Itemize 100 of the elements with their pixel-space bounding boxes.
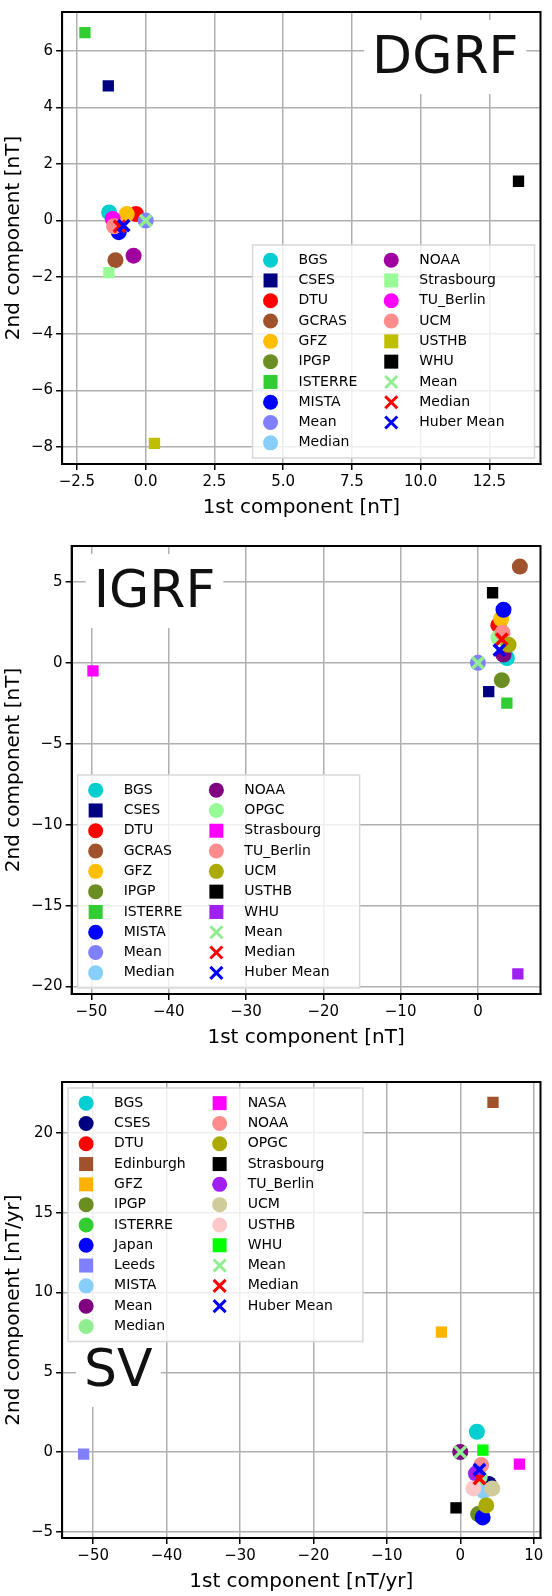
x-tick-label: 10.0	[403, 471, 438, 490]
x-tick-label: −20	[297, 1545, 330, 1564]
point	[102, 80, 114, 92]
x-tick-label: −2.5	[58, 471, 96, 490]
legend-label: CSES	[123, 801, 161, 818]
x-tick-label: −50	[77, 1545, 109, 1564]
legend-label: Mean	[247, 1256, 286, 1273]
point	[513, 1458, 526, 1470]
legend-label: Median	[244, 943, 296, 960]
y-tick-label: 10	[34, 1282, 54, 1301]
point	[511, 558, 528, 575]
legend-label: Mean	[114, 1296, 153, 1313]
legend-label: NOAA	[244, 780, 286, 797]
point	[148, 437, 161, 449]
legend-label: Huber Mean	[419, 413, 505, 430]
legend-label: NASA	[247, 1093, 287, 1110]
x-tick-label: 0.0	[133, 471, 158, 490]
legend-label: IPGP	[114, 1195, 146, 1212]
legend-label: DTU	[123, 821, 154, 838]
y-tick-label: 0	[53, 652, 63, 671]
y-tick-label: 6	[43, 40, 54, 59]
point	[501, 697, 513, 709]
y-tick-label: −4	[30, 323, 54, 342]
legend-label: WHU	[247, 1235, 283, 1252]
legend-label: ISTERRE	[298, 372, 358, 389]
y-tick-label: −8	[30, 436, 54, 455]
x-tick-label: −20	[307, 1001, 340, 1020]
legend-label: UCM	[247, 1195, 280, 1212]
legend-label: Mean	[123, 943, 162, 960]
point	[435, 1326, 448, 1338]
point	[87, 665, 99, 677]
point	[77, 1448, 90, 1460]
x-tick-label: −10	[371, 1545, 403, 1564]
legend-label: USTHB	[244, 882, 293, 899]
legend-label: Edinburgh	[114, 1154, 186, 1171]
legend-label: IPGP	[298, 352, 331, 369]
point	[450, 1502, 462, 1514]
x-axis-title: 1st component [nT]	[202, 494, 400, 519]
y-tick-label: 0	[43, 210, 54, 229]
legend-label: Median	[298, 433, 350, 450]
legend-label: TU_Berlin	[243, 841, 311, 858]
legend-label: Huber Mean	[244, 963, 330, 980]
annotation: DGRF	[372, 24, 519, 85]
y-axis-title: 2nd component [nT/yr]	[0, 1194, 25, 1426]
legend-label: UCM	[244, 861, 277, 878]
x-tick-label: 7.5	[339, 471, 364, 490]
legend-label: Strasbourg	[247, 1154, 325, 1171]
point	[487, 1096, 499, 1109]
annotation: IGRF	[93, 558, 216, 619]
legend-label: WHU	[419, 352, 454, 369]
point	[484, 1480, 501, 1497]
point	[468, 1423, 485, 1440]
x-tick-label: 12.5	[472, 471, 507, 490]
legend-label: GFZ	[123, 861, 153, 878]
x-tick-label: 0	[455, 1545, 466, 1564]
legend-label: Mean	[298, 413, 337, 430]
legend-label: OPGC	[244, 801, 285, 818]
legend-label: Japan	[113, 1235, 154, 1252]
y-tick-label: 2	[43, 153, 54, 172]
legend-label: WHU	[244, 902, 279, 919]
y-tick-label: −5	[40, 733, 63, 752]
legend-label: USTHB	[419, 331, 468, 348]
y-tick-label: 20	[34, 1122, 54, 1141]
legend-label: Mean	[419, 372, 458, 389]
legend-label: TU_Berlin	[246, 1174, 315, 1191]
point	[493, 672, 510, 689]
point	[494, 631, 510, 647]
legend-label: IPGP	[123, 882, 156, 899]
x-tick-label: 2.5	[202, 471, 227, 490]
legend-label: NOAA	[247, 1114, 289, 1131]
legend-label: DTU	[298, 291, 329, 308]
point	[116, 218, 132, 234]
legend-label: BGS	[114, 1093, 144, 1110]
point	[477, 1444, 489, 1456]
legend-label: MISTA	[298, 392, 342, 409]
point	[125, 247, 142, 264]
legend-label: Median	[114, 1317, 166, 1334]
legend-label: Median	[123, 963, 175, 980]
x-tick-label: 10	[524, 1545, 544, 1564]
x-tick-label: −30	[230, 1001, 262, 1020]
legend-label: DTU	[114, 1134, 144, 1151]
legend-label: Median	[247, 1276, 299, 1293]
x-tick-label: −30	[224, 1545, 256, 1564]
y-tick-label: 0	[43, 1441, 54, 1460]
legend-label: BGS	[298, 250, 328, 267]
x-tick-label: 0	[473, 1001, 483, 1020]
y-tick-label: 4	[43, 97, 54, 116]
legend-label: ISTERRE	[123, 902, 183, 919]
point	[472, 1462, 487, 1477]
y-tick-label: 5	[43, 1362, 54, 1381]
y-tick-label: −10	[31, 814, 63, 833]
y-tick-label: −6	[30, 380, 54, 399]
legend-label: GCRAS	[123, 841, 173, 858]
legend-label: GCRAS	[298, 311, 347, 328]
point	[512, 968, 524, 980]
point	[107, 252, 124, 269]
y-tick-label: −2	[30, 267, 54, 286]
legend-label: Strasbourg	[244, 821, 322, 838]
legend-label: OPGC	[247, 1134, 288, 1151]
y-tick-label: 5	[53, 571, 63, 590]
